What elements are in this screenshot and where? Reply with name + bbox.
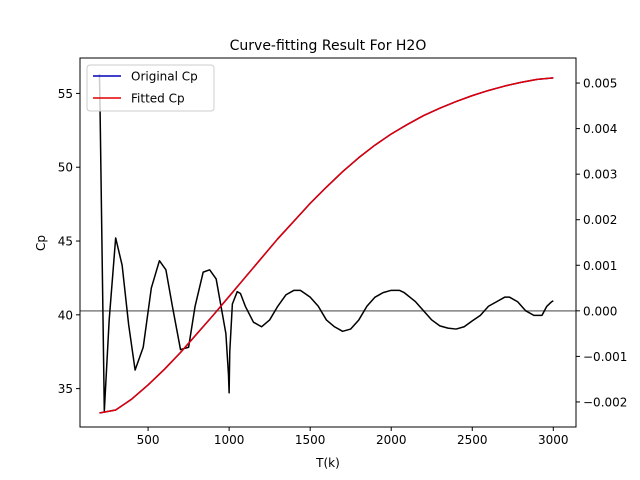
series-line-original-cp <box>99 77 554 414</box>
y-right-tick-label: −0.001 <box>583 350 627 364</box>
legend-label-original: Original Cp <box>131 70 198 84</box>
x-tick-label: 1500 <box>295 433 326 447</box>
y-right-tick-label: 0.005 <box>583 77 617 91</box>
legend-label-fitted: Fitted Cp <box>131 92 185 106</box>
chart-title: Curve-fitting Result For H2O <box>230 38 427 54</box>
legend: Original Cp Fitted Cp <box>86 64 215 112</box>
series-layer <box>80 73 576 414</box>
series-line-residual <box>98 73 554 412</box>
x-axis: 500 1000 1500 2000 2500 3000 <box>137 427 569 447</box>
x-tick-label: 1000 <box>214 433 245 447</box>
y-right-tick-label: 0.004 <box>583 122 617 136</box>
y-right-tick-label: −0.002 <box>583 395 627 409</box>
x-tick-label: 2000 <box>376 433 407 447</box>
x-axis-label: T(k) <box>315 456 340 470</box>
y-right-tick-label: 0.001 <box>583 259 617 273</box>
y-axis-label: Cp <box>34 235 48 251</box>
y-right-tick-label: 0.002 <box>583 213 617 227</box>
y-left-tick-label: 55 <box>58 87 73 101</box>
series-line-fitted-cp <box>99 77 554 414</box>
y-right-tick-label: 0.000 <box>583 304 617 318</box>
y-left-tick-label: 50 <box>58 161 73 175</box>
y-left-tick-label: 45 <box>58 235 73 249</box>
y-left-tick-label: 35 <box>58 382 73 396</box>
y-axis-left: 35 40 45 50 55 <box>58 87 80 396</box>
x-tick-label: 3000 <box>538 433 569 447</box>
plot-frame <box>79 57 577 428</box>
x-tick-label: 500 <box>137 433 160 447</box>
y-right-tick-label: 0.003 <box>583 168 617 182</box>
y-left-tick-label: 40 <box>58 308 73 322</box>
y-axis-right: −0.002 −0.001 0.000 0.001 0.002 0.003 0.004 0.0… <box>576 77 627 409</box>
x-tick-label: 2500 <box>457 433 488 447</box>
